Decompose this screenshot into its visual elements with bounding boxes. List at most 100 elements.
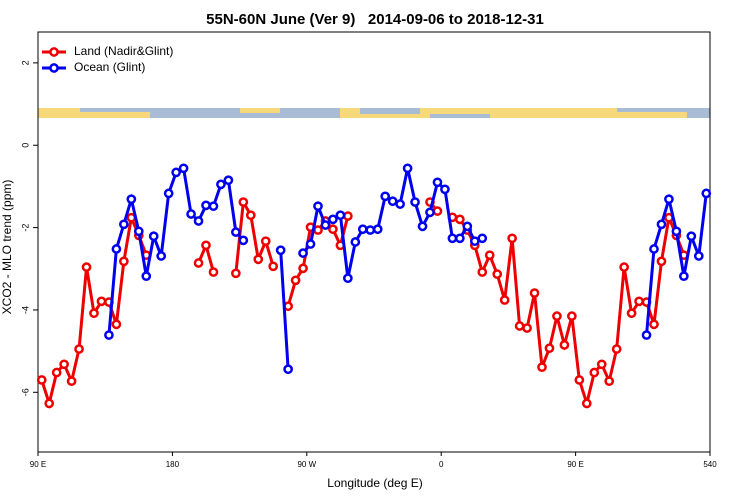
data-point: [581, 398, 592, 409]
data-point: [649, 244, 659, 254]
data-point: [298, 263, 308, 274]
data-point: [178, 163, 189, 174]
data-point: [611, 344, 622, 354]
data-point: [148, 231, 159, 242]
data-point: [365, 225, 376, 235]
data-point: [440, 184, 450, 195]
data-point: [514, 321, 525, 331]
data-point: [544, 343, 555, 354]
x-tick-label: 90 E: [567, 460, 583, 469]
data-point: [664, 194, 674, 205]
data-point: [253, 254, 264, 265]
data-point: [335, 210, 346, 221]
legend-label: Land (Nadir&Glint): [74, 44, 173, 58]
data-point: [492, 269, 503, 279]
data-point: [245, 210, 256, 221]
data-point: [477, 233, 488, 244]
data-point: [455, 214, 465, 225]
y-tick-label: -2: [20, 224, 30, 232]
data-point: [208, 201, 219, 212]
data-point: [693, 251, 704, 261]
data-point: [626, 308, 637, 319]
y-axis-label: XCO2 - MLO trend (ppm): [0, 180, 14, 315]
data-point: [343, 211, 353, 221]
data-point: [201, 200, 211, 211]
data-point: [656, 256, 667, 267]
data-point: [163, 188, 174, 199]
data-point: [260, 236, 271, 247]
data-point: [604, 376, 615, 387]
data-point: [462, 221, 473, 232]
data-point: [328, 224, 338, 235]
data-point: [499, 295, 510, 305]
data-point: [96, 296, 107, 307]
data-point: [223, 175, 234, 186]
data-point: [111, 244, 122, 254]
data-point: [141, 271, 152, 282]
x-tick-label: 90 W: [297, 460, 316, 469]
data-point: [387, 196, 398, 207]
data-point: [447, 233, 458, 244]
data-point: [559, 340, 570, 350]
legend-marker: [49, 47, 59, 57]
data-point: [395, 199, 405, 209]
data-point: [679, 271, 689, 282]
data-point: [231, 227, 241, 237]
data-point: [649, 319, 659, 330]
data-point: [567, 311, 577, 321]
data-point: [641, 330, 652, 340]
data-point: [104, 330, 114, 340]
legend-marker: [49, 63, 59, 73]
data-point: [469, 236, 480, 247]
data-point: [522, 323, 532, 333]
data-point: [74, 344, 84, 354]
data-point: [216, 179, 226, 190]
data-point: [343, 273, 353, 284]
data-point: [133, 226, 144, 237]
data-point: [552, 311, 562, 321]
data-point: [119, 219, 129, 230]
data-point: [574, 375, 585, 385]
data-point: [126, 194, 137, 205]
data-point: [477, 267, 488, 277]
data-point: [238, 197, 249, 207]
data-point: [402, 163, 413, 174]
data-point: [119, 256, 129, 267]
data-point: [686, 231, 697, 242]
data-point: [484, 250, 495, 261]
x-tick-label: 540: [703, 460, 717, 469]
data-point: [275, 245, 286, 256]
data-point: [425, 207, 435, 218]
data-point: [171, 167, 181, 178]
data-point: [231, 268, 241, 279]
data-point: [268, 261, 279, 272]
data-point: [701, 188, 712, 199]
data-point: [671, 226, 682, 237]
legend-label: Ocean (Glint): [74, 60, 145, 74]
data-point: [44, 398, 55, 409]
data-point: [156, 251, 167, 261]
data-point: [589, 367, 600, 378]
data-point: [350, 237, 361, 247]
data-point: [529, 288, 540, 298]
data-point: [357, 224, 368, 235]
data-point: [656, 219, 667, 230]
data-point: [313, 225, 323, 235]
data-point: [298, 248, 308, 258]
data-point: [201, 240, 211, 251]
x-tick-label: 180: [166, 460, 180, 469]
data-point: [51, 367, 62, 378]
data-point: [313, 201, 323, 212]
data-point: [81, 262, 92, 272]
data-point: [193, 216, 204, 226]
y-tick-label: -6: [20, 388, 30, 396]
data-point: [111, 319, 122, 330]
data-point: [455, 233, 465, 244]
data-point: [619, 262, 629, 272]
y-tick-label: -4: [20, 306, 30, 314]
data-point: [59, 359, 69, 370]
data-point: [417, 221, 428, 232]
data-point: [193, 258, 204, 268]
data-point: [432, 206, 443, 216]
